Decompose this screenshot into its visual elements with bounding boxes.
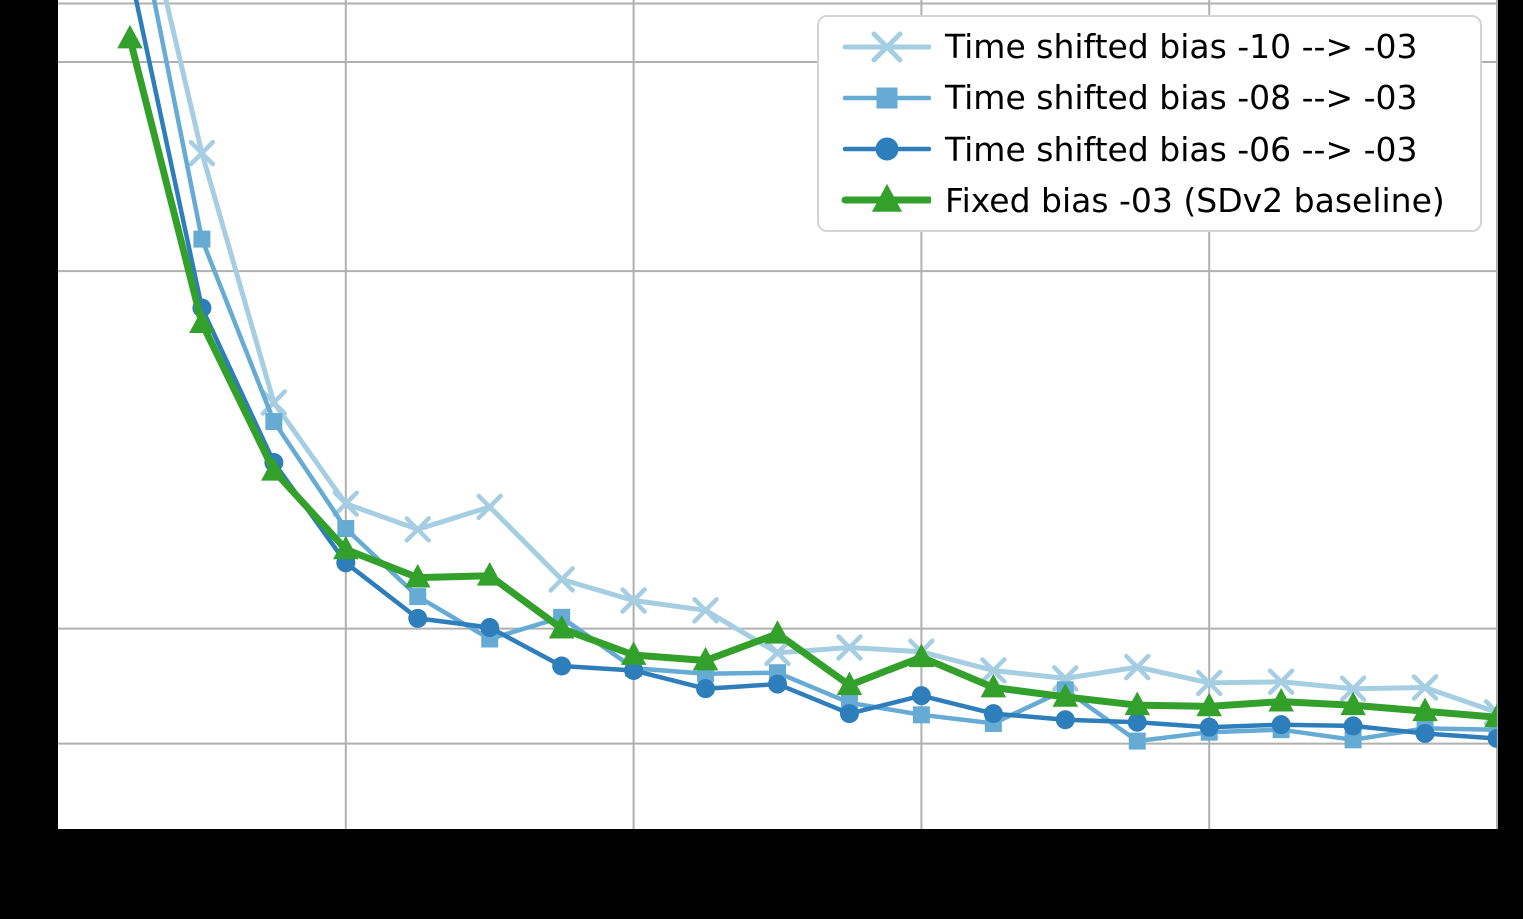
legend-item-time-shifted-bias-10: Time shifted bias -10 --> -03 <box>819 21 1480 72</box>
legend-label: Time shifted bias -08 --> -03 <box>945 78 1418 118</box>
legend-item-fixed-bias-baseline: Fixed bias -03 (SDv2 baseline) <box>819 175 1480 226</box>
series-fixed-bias-baseline <box>117 24 1497 728</box>
legend-label: Time shifted bias -06 --> -03 <box>945 129 1418 169</box>
triangle-marker-swatch-icon <box>841 184 931 213</box>
legend-item-time-shifted-bias-06: Time shifted bias -06 --> -03 <box>819 124 1480 175</box>
legend-label: Time shifted bias -10 --> -03 <box>945 27 1418 67</box>
square-marker-swatch-icon <box>842 87 931 109</box>
legend: Time shifted bias -10 --> -03 Time shift… <box>817 15 1482 232</box>
legend-item-time-shifted-bias-08: Time shifted bias -08 --> -03 <box>819 72 1480 123</box>
legend-label: Fixed bias -03 (SDv2 baseline) <box>945 180 1445 220</box>
circle-marker-swatch-icon <box>842 137 931 161</box>
x-marker-swatch-icon <box>842 31 931 63</box>
